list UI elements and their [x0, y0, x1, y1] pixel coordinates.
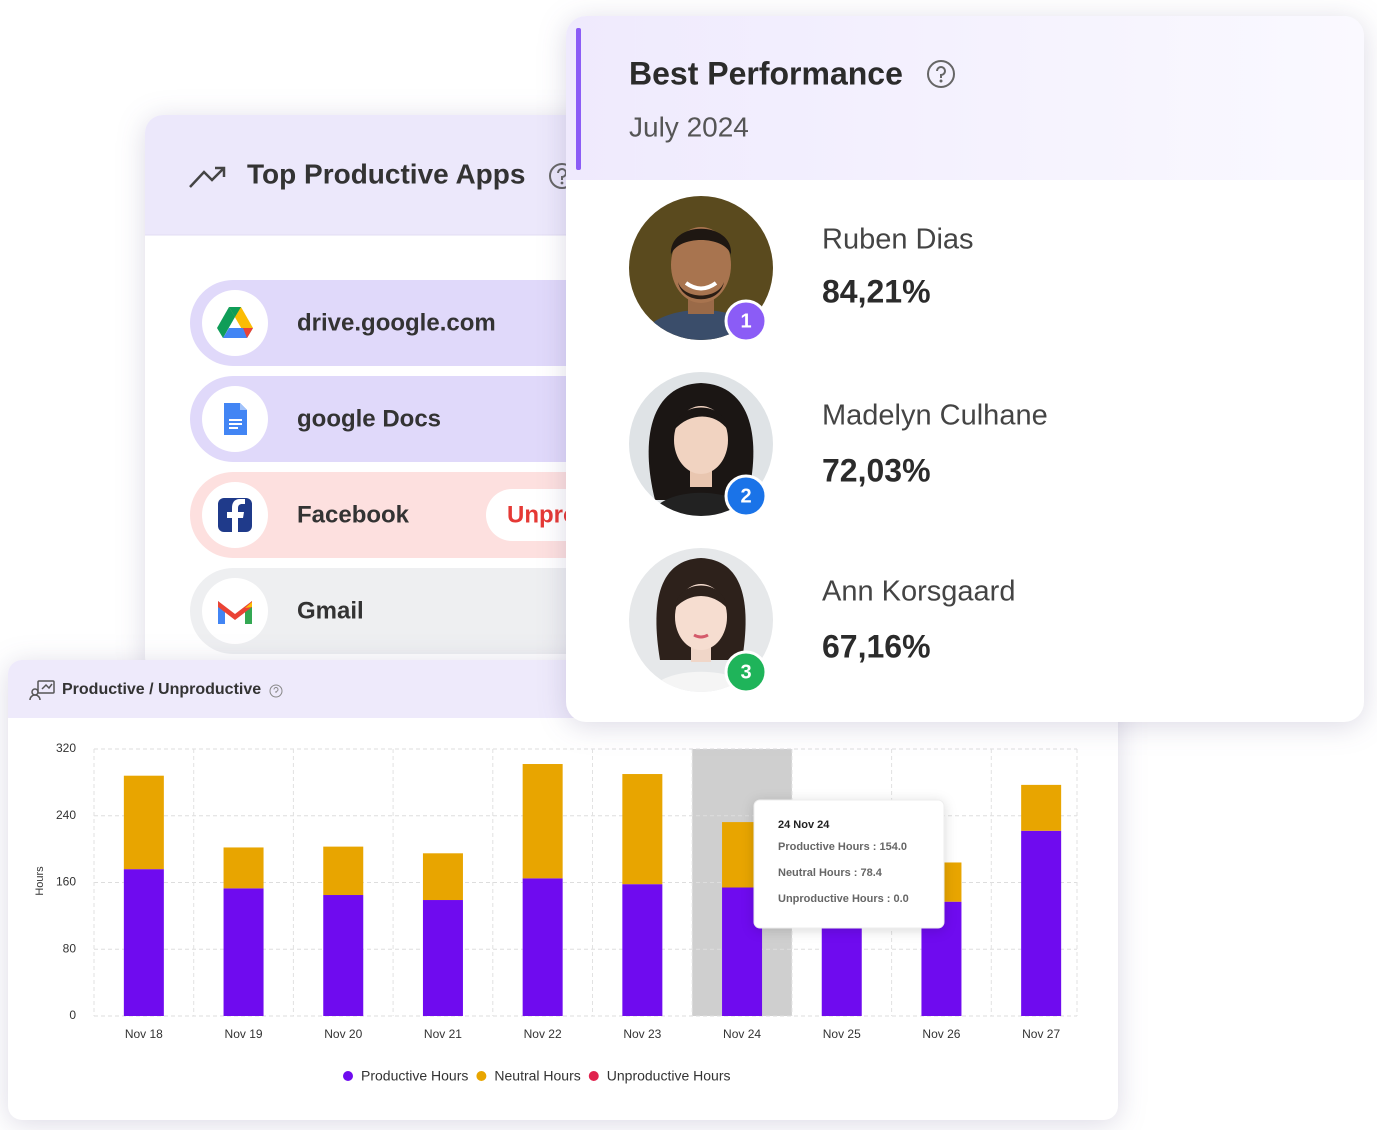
bar-segment — [622, 774, 663, 885]
chart-title: Productive / Unproductive — [62, 681, 261, 698]
docs-icon — [224, 403, 247, 435]
x-tick-label: Nov 22 — [524, 1027, 562, 1041]
x-tick-label: Nov 26 — [922, 1027, 960, 1041]
app-name: drive.google.com — [297, 309, 496, 336]
y-axis-label: Hours — [34, 866, 46, 896]
x-tick-label: Nov 27 — [1022, 1027, 1060, 1041]
bar-segment — [323, 846, 364, 896]
plot: 0 80 160 240 320 Nov 18 Nov 19 Nov 20 Nov 21 Nov … — [56, 741, 1078, 1084]
bar-segment — [123, 775, 164, 870]
avatar — [629, 548, 773, 692]
bar-segment — [422, 900, 463, 1016]
legend-label: Unproductive Hours — [607, 1068, 731, 1084]
help-icon — [927, 60, 955, 88]
x-tick-label: Nov 25 — [823, 1027, 861, 1041]
tooltip-title: 24 Nov 24 — [778, 819, 830, 831]
app-name: Facebook — [297, 501, 410, 528]
legend-label: Neutral Hours — [494, 1068, 580, 1084]
best-performance-card: Best Performance July 2024 1 Ruben Dias … — [566, 16, 1364, 722]
bar-segment — [223, 888, 264, 1016]
rank: 3 — [740, 661, 751, 683]
bar-segment — [522, 764, 563, 879]
trend-icon — [189, 166, 226, 188]
help-icon — [269, 684, 283, 698]
x-tick-label: Nov 21 — [424, 1027, 462, 1041]
tooltip-box — [753, 799, 945, 929]
rank-badge — [724, 299, 768, 343]
rank: 2 — [740, 485, 751, 507]
person-score: 67,16% — [822, 628, 931, 664]
person-score: 84,21% — [822, 273, 931, 309]
bar-segment — [323, 895, 364, 1016]
y-tick-label: 240 — [56, 808, 76, 822]
person-score: 72,03% — [822, 452, 931, 488]
chart-icon — [29, 680, 55, 701]
x-tick-label: Nov 23 — [623, 1027, 661, 1041]
drive-icon — [217, 307, 253, 338]
bar-segment — [123, 869, 164, 1016]
y-tick-label: 80 — [63, 941, 77, 955]
rank-badge — [724, 650, 768, 694]
tooltip-line: Neutral Hours : 78.4 — [778, 867, 883, 879]
x-tick-label: Nov 24 — [723, 1027, 761, 1041]
facebook-icon — [218, 498, 252, 532]
bar-segment — [422, 853, 463, 901]
legend-marker — [476, 1071, 487, 1081]
bar-segment — [1021, 830, 1062, 1016]
person-name: Madelyn Culhane — [822, 400, 1048, 432]
chart-card: Productive / Unproductive Hours 0 80 160 24… — [8, 660, 1118, 1120]
bar-segment — [622, 884, 663, 1016]
tooltip-line: Productive Hours : 154.0 — [778, 841, 907, 853]
app-name: google Docs — [297, 405, 441, 432]
best-performance-title: Best Performance — [629, 55, 903, 91]
person-name: Ruben Dias — [822, 224, 974, 256]
y-tick-label: 160 — [56, 875, 76, 889]
legend-marker — [588, 1071, 599, 1081]
tooltip: 24 Nov 24 Productive Hours : 154.0 Neutral… — [753, 799, 945, 929]
bar-segment — [223, 847, 264, 889]
y-tick-label: 0 — [69, 1008, 76, 1022]
app-name: Gmail — [297, 597, 364, 624]
x-tick-label: Nov 20 — [324, 1027, 362, 1041]
x-tick-label: Nov 19 — [225, 1027, 263, 1041]
bar-segment — [522, 878, 563, 1016]
tooltip-line: Unproductive Hours : 0.0 — [778, 893, 909, 905]
period: July 2024 — [629, 111, 749, 142]
rank: 1 — [740, 310, 751, 332]
person-name: Ann Korsgaard — [822, 576, 1015, 608]
legend-label: Productive Hours — [361, 1068, 468, 1084]
gmail-icon — [218, 601, 252, 624]
apps-title: Top Productive Apps — [247, 158, 525, 189]
y-tick-label: 320 — [56, 741, 76, 755]
legend-marker — [343, 1071, 353, 1081]
x-tick-label: Nov 18 — [125, 1027, 163, 1041]
bar-segment — [1021, 784, 1062, 831]
rank-badge — [724, 474, 768, 518]
